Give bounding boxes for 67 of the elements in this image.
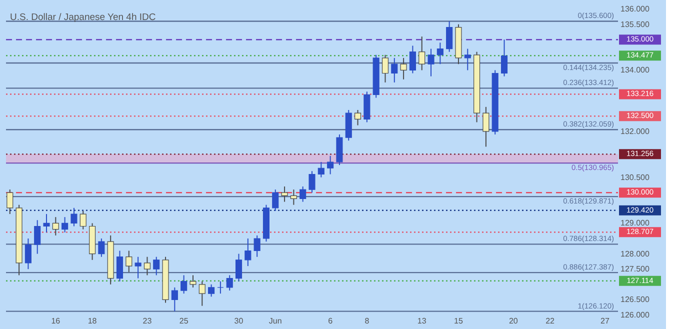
y-tick-label: 134.000 [620, 66, 650, 75]
y-tick-label: 135.500 [620, 20, 650, 29]
x-tick-label: 15 [454, 316, 464, 326]
y-tick-label: 126.500 [620, 295, 650, 304]
x-tick-label: 18 [88, 316, 98, 326]
candlestick [208, 284, 215, 298]
x-tick-label: 22 [546, 316, 556, 326]
y-tick-label: 126.000 [620, 310, 650, 320]
candlestick [482, 106, 490, 148]
x-tick-label: 23 [142, 316, 152, 326]
x-tick-label: 13 [417, 316, 427, 326]
candlestick [24, 238, 32, 270]
candlestick [80, 210, 86, 230]
candlestick [290, 189, 297, 206]
candlestick [217, 280, 224, 294]
candlestick [272, 189, 279, 212]
candlestick [318, 162, 324, 178]
candlestick [153, 256, 160, 276]
candlestick [134, 256, 142, 279]
candlestick [235, 253, 242, 282]
candlestick [52, 216, 59, 236]
candlestick [500, 39, 508, 77]
candlestick [43, 214, 50, 233]
x-tick-label: 30 [234, 316, 244, 326]
y-tick-label: 136.000 [620, 4, 650, 14]
candlestick [464, 48, 471, 71]
candlestick [98, 238, 105, 258]
y-tick-label: 130.500 [620, 172, 650, 182]
candlestick [281, 186, 288, 202]
candlestick [180, 274, 188, 294]
candlestick [418, 36, 426, 71]
y-tick-label: 132.000 [620, 126, 650, 136]
candlestick [409, 45, 416, 74]
candlestick [428, 48, 434, 77]
candlestick [198, 280, 206, 306]
chart-title: U.S. Dollar / Japanese Yen 4h IDC [10, 12, 156, 23]
candlestick [62, 216, 68, 233]
candlestick [308, 170, 316, 194]
candlestick [190, 274, 196, 288]
candlestick [327, 155, 334, 175]
candlestick [300, 186, 306, 202]
y-tick-label: 129.000 [620, 218, 650, 228]
candlestick [226, 274, 233, 292]
candlestick [244, 238, 252, 267]
candlestick [144, 256, 150, 276]
x-tick-label: Jun [268, 316, 282, 326]
x-tick-label: 6 [328, 316, 334, 326]
candlestick [34, 220, 41, 254]
candlestick [126, 250, 132, 273]
x-tick-label: 16 [51, 316, 61, 326]
y-tick-label: 127.500 [620, 264, 650, 274]
candlestick [382, 54, 389, 83]
candlestick [116, 250, 124, 282]
candlestick [70, 207, 78, 227]
y-tick-label: 128.000 [620, 249, 650, 258]
candlestick [254, 234, 260, 258]
x-tick-label: 20 [508, 316, 518, 326]
x-tick-label: 27 [600, 316, 610, 326]
candlestick [6, 189, 14, 215]
x-tick-label: 25 [179, 316, 189, 326]
candlestick [436, 42, 444, 65]
x-tick-label: 8 [364, 316, 370, 326]
candlestick [391, 57, 398, 83]
candlestick [446, 20, 453, 52]
candlestick [354, 109, 362, 126]
candlestick [400, 57, 407, 80]
candlestick [171, 286, 178, 312]
